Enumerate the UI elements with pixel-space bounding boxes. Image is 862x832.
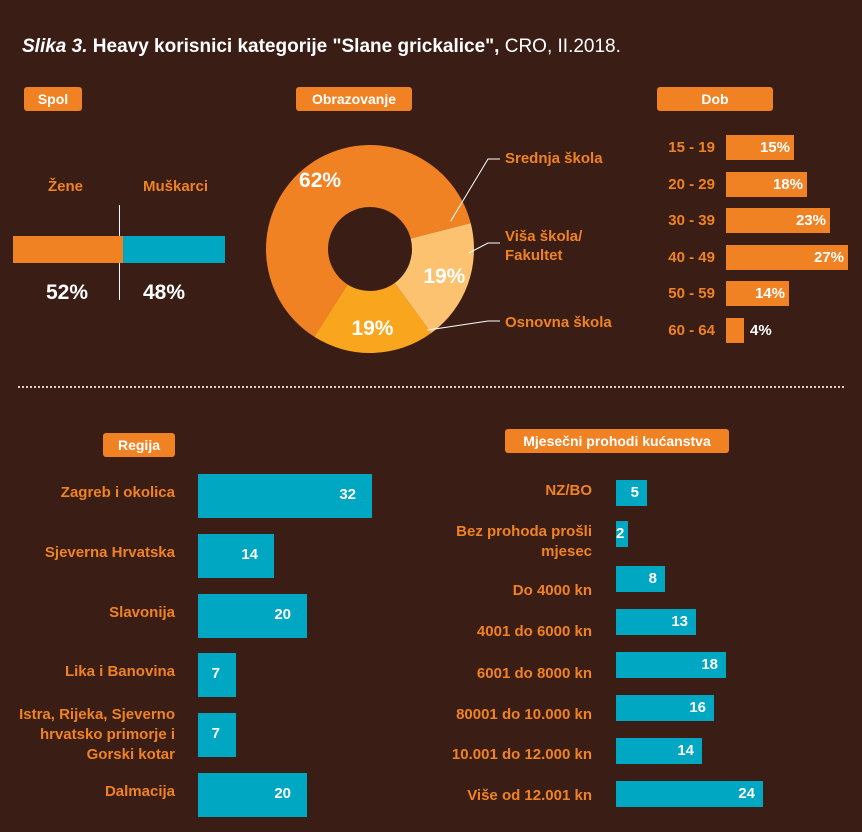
dob-bar-value: 18% (772, 176, 803, 193)
regija-category-label: Sjeverna Hrvatska (44, 544, 175, 561)
regija-bar (198, 653, 236, 697)
donut-label-visa: Viša škola/ Fakultet (505, 228, 583, 264)
dob-bar-value: 4% (750, 322, 772, 339)
prihodi-category-label: 4001 do 6000 kn (476, 623, 592, 640)
dob-bar (726, 135, 794, 160)
donut-slice-osnovna-pct: 19% (351, 317, 393, 340)
donut-label-srednja: Srednja škola (505, 150, 603, 167)
donut-slice-srednja-pct: 62% (299, 169, 341, 192)
regija-bar-value: 7 (211, 665, 220, 682)
dob-badge: Dob (657, 87, 773, 111)
prihodi-bar-value: 8 (648, 570, 657, 587)
obrazovanje-donut-chart: 62% 19% 19% (266, 145, 500, 353)
regija-category-label: Slavonija (109, 604, 175, 621)
regija-category-label: Lika i Banovina (64, 663, 175, 680)
prihodi-badge: Mjesečni prohodi kućanstva (505, 429, 729, 453)
regija-bar (198, 773, 307, 817)
prihodi-bar (616, 781, 763, 807)
regija-category-label: Dalmacija (104, 783, 175, 800)
prihodi-bar (616, 738, 702, 764)
donut-leader-srednja (450, 158, 500, 222)
regija-bar-value: 20 (274, 606, 291, 623)
dob-bar (726, 172, 807, 197)
donut-leader-osnovna (427, 320, 500, 331)
prihodi-category-label: 80001 do 10.000 kn (456, 706, 592, 723)
prihodi-category-label: Do 4000 kn (512, 582, 592, 599)
prihodi-category-label: 6001 do 8000 kn (476, 665, 592, 682)
dob-category-label: 60 - 64 (668, 322, 715, 339)
obrazovanje-badge: Obrazovanje (296, 87, 412, 111)
page-title: Slika 3. Heavy korisnici kategorije "Sla… (22, 36, 621, 58)
donut-slice-osnovna (314, 282, 432, 353)
donut-slice-visa-pct: 19% (423, 265, 465, 288)
donut-slice-srednja (266, 145, 471, 337)
regija-bar (198, 474, 372, 518)
prihodi-bar-value: 16 (689, 699, 706, 716)
donut-slice-visa (394, 223, 474, 334)
prihodi-bar-value: 2 (616, 525, 624, 542)
dob-bar-value: 27% (813, 249, 844, 266)
dob-category-label: 50 - 59 (668, 285, 715, 302)
spol-male-pct: 48% (143, 281, 186, 304)
prihodi-bar-value: 18 (701, 656, 718, 673)
dob-bar-value: 14% (754, 285, 785, 302)
prihodi-category-label: Više od 12.001 kn (467, 787, 592, 804)
prihodi-bar-value: 24 (738, 785, 755, 802)
donut-label-osnovna: Osnovna škola (505, 314, 612, 331)
prihodi-bar-value: 5 (630, 484, 639, 501)
dob-bar (726, 245, 848, 270)
regija-bar-value: 7 (211, 725, 220, 742)
spol-bar-female (13, 236, 123, 263)
spol-male-label: Muškarci (143, 178, 209, 195)
spol-female-label: Žene (48, 178, 84, 195)
dob-bar (726, 208, 830, 233)
regija-bar (198, 713, 236, 757)
regija-bar-value: 14 (241, 546, 258, 563)
prihodi-category-label: 10.001 do 12.000 kn (451, 746, 592, 763)
dob-bar-value: 15% (759, 139, 790, 156)
title-main: Heavy korisnici kategorije "Slane gricka… (87, 36, 500, 57)
dob-bar (726, 318, 744, 343)
prihodi-bar (616, 566, 665, 592)
dob-bar-value: 23% (795, 212, 826, 229)
prihodi-category-label: Bez prohoda prošli mjesec (456, 523, 592, 560)
regija-bar (198, 594, 307, 638)
prihodi-bar-value: 13 (671, 613, 688, 630)
dob-category-label: 20 - 29 (668, 176, 715, 193)
prihodi-category-label: NZ/BO (545, 482, 592, 499)
dob-category-label: 40 - 49 (668, 249, 715, 266)
regija-category-label: Zagreb i okolica (60, 484, 175, 501)
dob-bar (726, 281, 789, 306)
dob-category-label: 15 - 19 (668, 139, 715, 156)
prihodi-bar (616, 480, 647, 506)
donut-leader-visa (468, 242, 500, 254)
regija-category-label: Istra, Rijeka, Sjeverno hrvatsko primorj… (19, 706, 175, 763)
prihodi-bar (616, 609, 696, 635)
regija-bar (198, 534, 274, 578)
prihodi-bar (616, 695, 714, 721)
prihodi-bar (616, 521, 628, 547)
regija-bar-value: 32 (339, 486, 356, 503)
prihodi-bar-value: 14 (677, 742, 694, 759)
section-divider (18, 386, 844, 388)
regija-badge: Regija (103, 433, 175, 457)
spol-female-pct: 52% (46, 281, 89, 304)
title-subtitle: CRO, II.2018. (499, 36, 621, 57)
spol-bar-male (123, 236, 225, 263)
title-figure-number: Slika 3. (22, 36, 88, 57)
spol-badge: Spol (24, 87, 82, 111)
regija-bar-value: 20 (274, 785, 291, 802)
prihodi-bar (616, 652, 726, 678)
dob-category-label: 30 - 39 (668, 212, 715, 229)
